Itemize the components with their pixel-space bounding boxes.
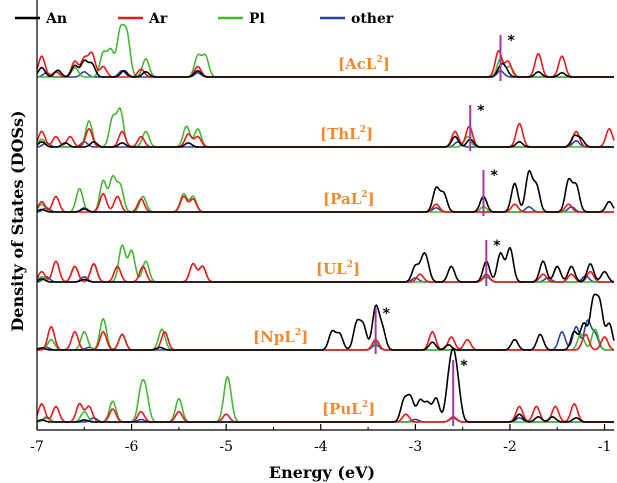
panel-label-main-2: [PaL xyxy=(323,190,362,208)
panel-label-close-5: ] xyxy=(368,400,375,418)
panel-label-main-5: [PuL xyxy=(322,400,362,418)
dos-panels: *[AcL2]*[ThL2]*[PaL2]*[UL2]*[NpL2]*[PuL2… xyxy=(36,23,615,426)
x-tick-label-2: -5 xyxy=(219,439,233,455)
panel-4: * [NpL2] xyxy=(36,293,615,354)
panel-label-2: [PaL2] xyxy=(323,190,375,208)
panel-label-close-3: ] xyxy=(353,260,360,278)
panel-label-sup-1: 2 xyxy=(360,125,366,135)
dos-curve-5-0 xyxy=(36,347,614,423)
panel-label-sup-2: 2 xyxy=(361,190,367,200)
panel-label-close-2: ] xyxy=(368,190,375,208)
x-tick-label-1: -6 xyxy=(125,439,139,455)
panel-label-sup-3: 2 xyxy=(347,260,353,270)
dos-curve-0-3 xyxy=(36,69,614,78)
dos-curve-0-1 xyxy=(36,49,614,78)
panel-label-sup-5: 2 xyxy=(362,400,368,410)
dos-curve-0-0 xyxy=(36,59,614,78)
axes: -7 -6 -5 -4 -3 -2 -1 Energy (eV) Density of Stat… xyxy=(8,0,614,482)
panel-label-sup-4: 2 xyxy=(295,328,301,338)
panel-1: * [ThL2] xyxy=(36,103,615,151)
y-axis-title: Density of States (DOSs) xyxy=(8,110,27,331)
panel-label-0: [AcL2] xyxy=(338,55,390,73)
x-axis-title: Energy (eV) xyxy=(269,463,375,482)
homo-star-1: * xyxy=(477,103,485,119)
panel-label-sup-0: 2 xyxy=(376,55,382,65)
panel-label-1: [ThL2] xyxy=(320,125,373,143)
panel-label-close-1: ] xyxy=(366,125,373,143)
legend-label-3: other xyxy=(351,11,394,27)
legend-label-2: Pl xyxy=(249,11,265,27)
dos-curve-4-2 xyxy=(37,317,614,351)
x-tick-label-4: -3 xyxy=(409,439,423,455)
legend-label-0: An xyxy=(45,11,67,27)
panel-label-main-3: [UL xyxy=(316,260,347,278)
panel-0: * [AcL2] xyxy=(36,23,614,81)
dos-curve-3-0 xyxy=(36,246,615,283)
homo-star-5: * xyxy=(460,358,468,374)
panel-label-close-4: ] xyxy=(301,328,308,346)
panel-label-4: [NpL2] xyxy=(253,328,308,346)
dos-curve-0-2 xyxy=(37,23,614,78)
x-tick-label-5: -2 xyxy=(503,439,517,455)
dos-curve-4-0 xyxy=(36,293,615,351)
homo-star-3: * xyxy=(493,238,501,254)
homo-star-4: * xyxy=(383,306,391,322)
homo-star-2: * xyxy=(490,168,498,184)
dos-curve-1-0 xyxy=(36,134,614,148)
panel-label-5: [PuL2] xyxy=(322,400,375,418)
legend-label-1: Ar xyxy=(148,11,168,27)
panel-label-3: [UL2] xyxy=(316,260,360,278)
x-tick-label-0: -7 xyxy=(30,439,44,455)
panel-5: * [PuL2] xyxy=(36,347,614,426)
x-tick-label-3: -4 xyxy=(314,439,328,455)
legend: An Ar Pl other xyxy=(15,11,394,27)
panel-2: * [PaL2] xyxy=(36,168,615,216)
x-tick-label-6: -1 xyxy=(598,439,612,455)
panel-label-main-1: [ThL xyxy=(320,125,360,143)
dos-curve-2-0 xyxy=(36,169,615,213)
panel-label-main-4: [NpL xyxy=(253,328,295,346)
panel-label-close-0: ] xyxy=(383,55,390,73)
panel-label-main-0: [AcL xyxy=(338,55,377,73)
panel-3: * [UL2] xyxy=(36,238,615,286)
homo-star-0: * xyxy=(507,33,515,49)
